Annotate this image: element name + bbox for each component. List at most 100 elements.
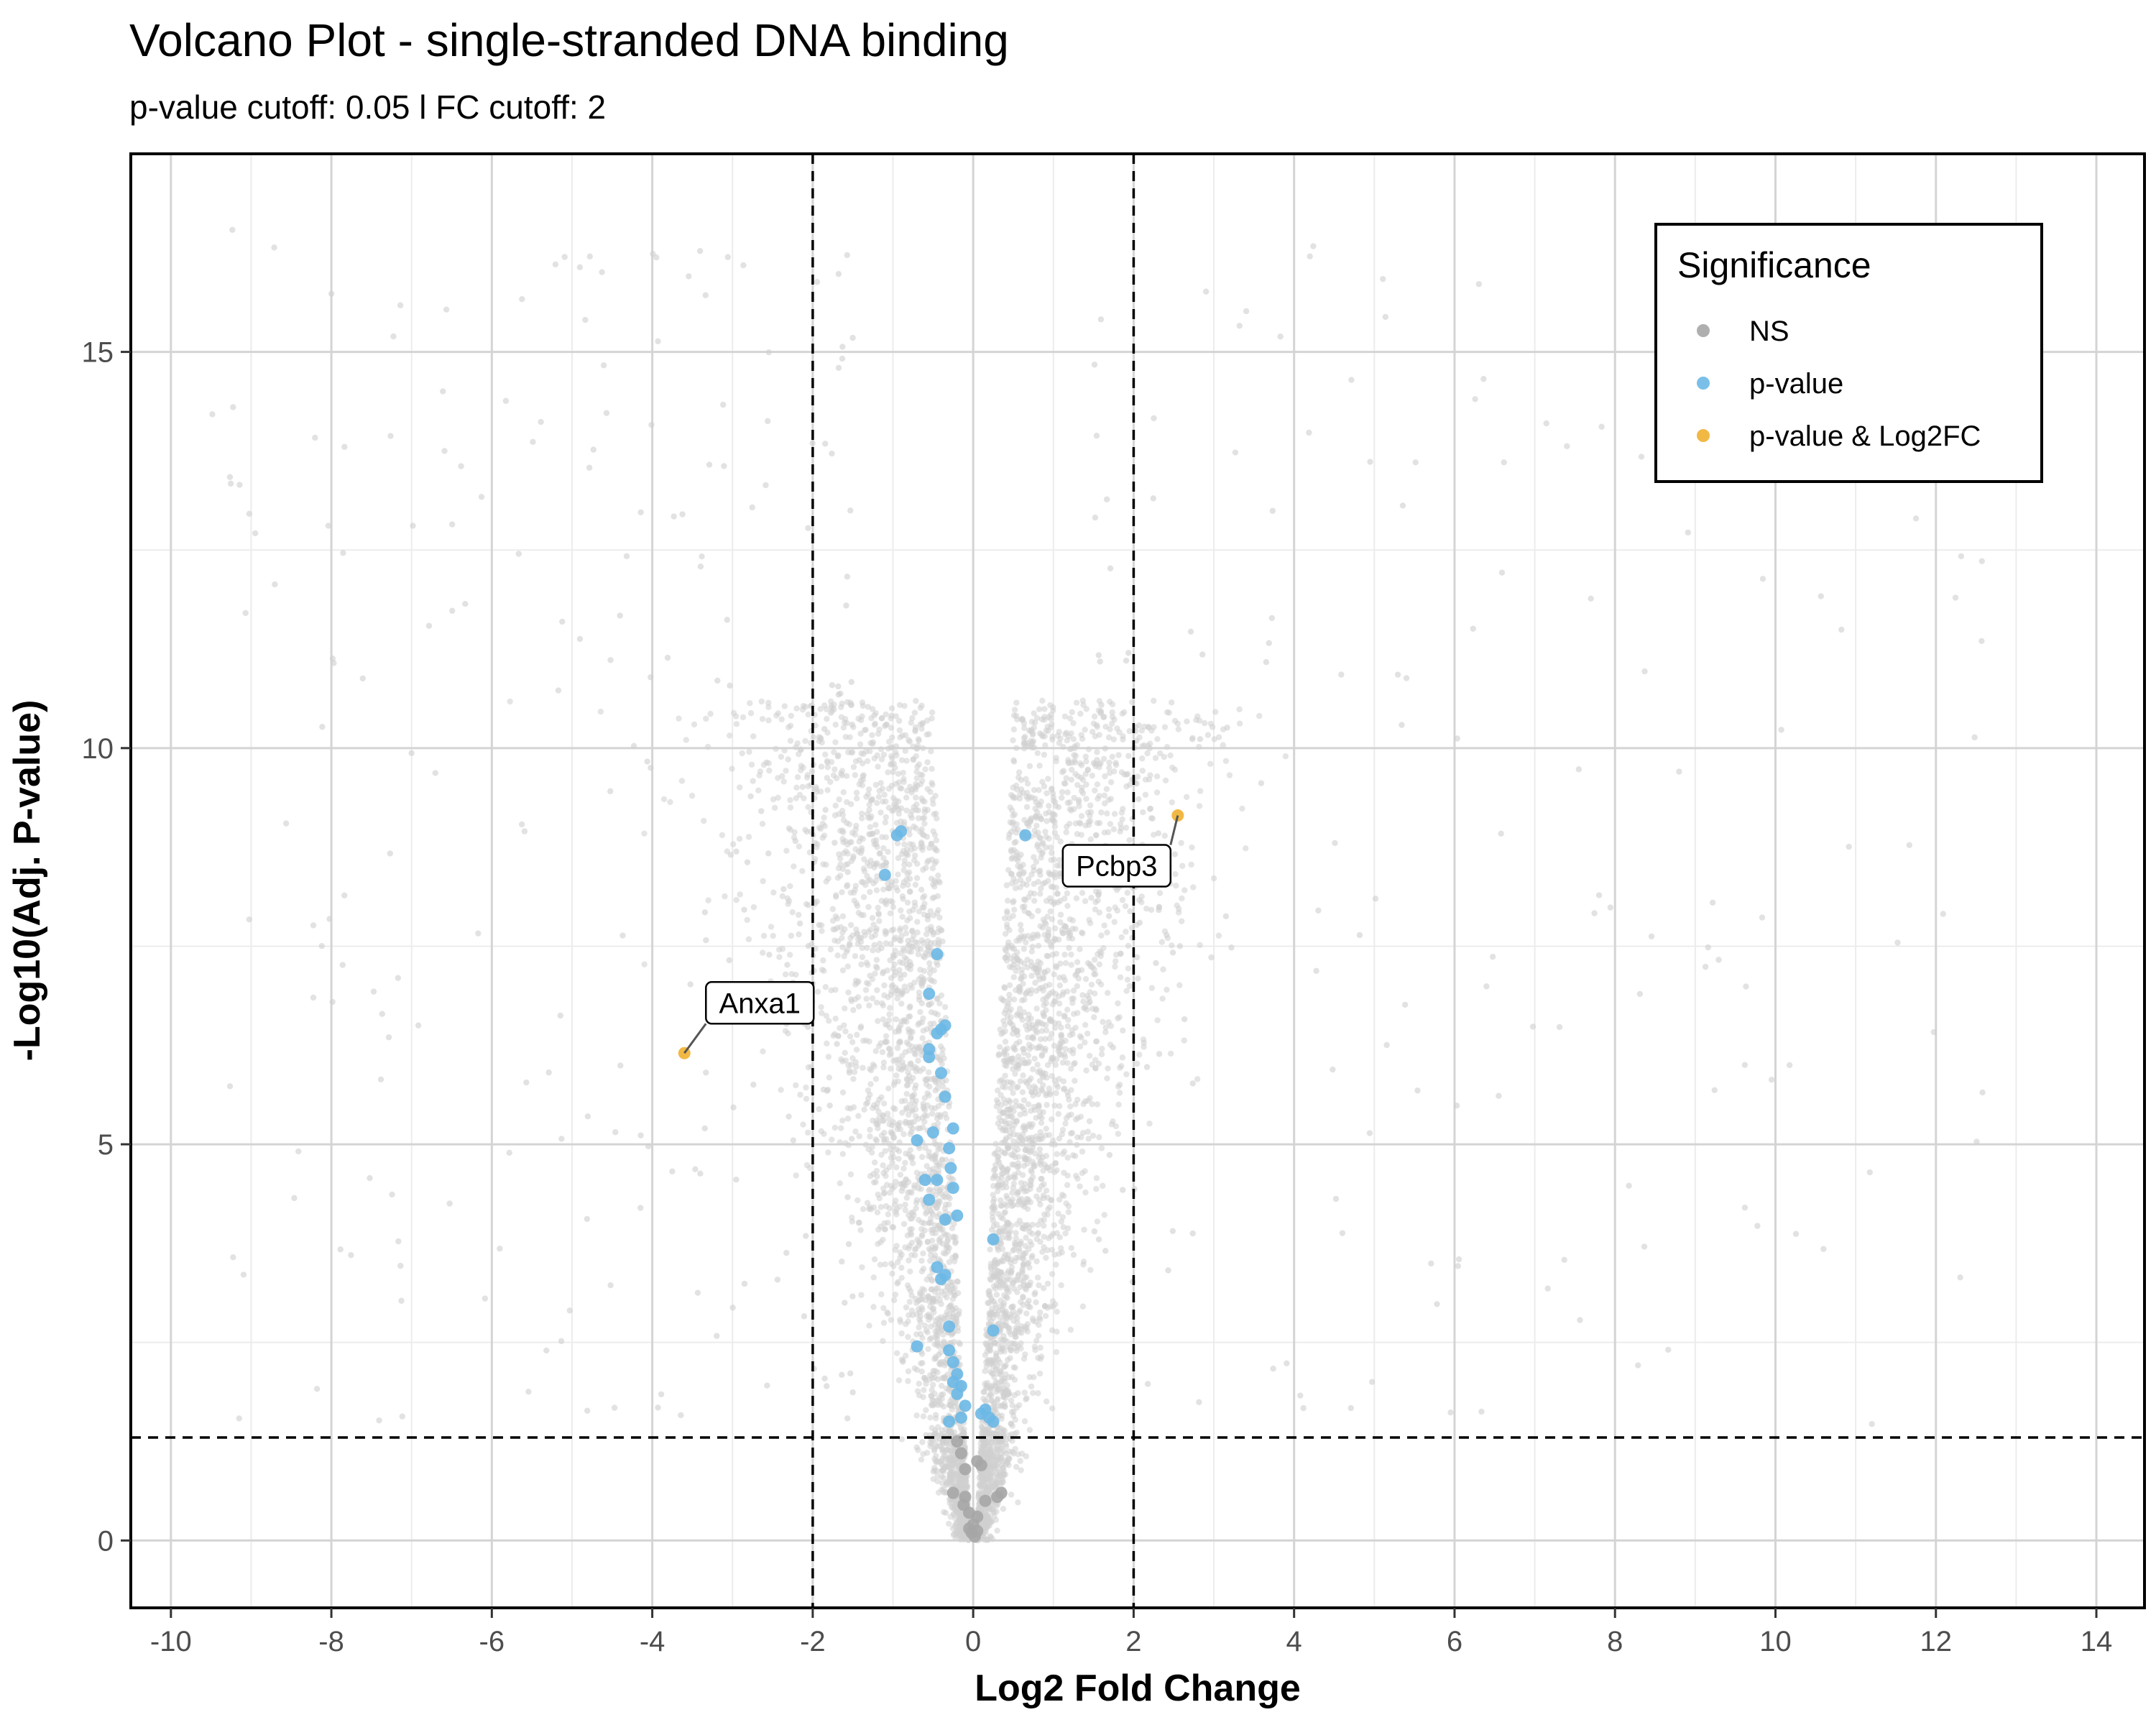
background-point [794, 774, 801, 781]
background-point [893, 878, 899, 884]
background-point [1011, 906, 1018, 913]
background-point [1024, 780, 1031, 787]
background-point [896, 937, 903, 944]
background-point [998, 1240, 1005, 1246]
background-point [859, 944, 865, 952]
background-point [1010, 1108, 1017, 1115]
background-point [922, 1204, 929, 1210]
background-point [890, 903, 897, 911]
background-point [919, 843, 926, 850]
background-point [1115, 1083, 1122, 1090]
background-point [920, 953, 927, 960]
background-point [1133, 781, 1140, 787]
background-point [1032, 805, 1038, 812]
background-point [1010, 1045, 1018, 1052]
background-point [1092, 990, 1098, 997]
background-point [920, 866, 926, 873]
background-point [922, 766, 929, 773]
background-point [844, 841, 851, 848]
background-point [1036, 706, 1043, 713]
background-point [875, 904, 881, 911]
background-point [998, 1269, 1004, 1276]
background-point [1013, 1012, 1020, 1018]
background-point [819, 966, 826, 973]
background-point [1044, 1211, 1051, 1218]
background-point [875, 1226, 882, 1233]
background-point [940, 1331, 946, 1338]
background-point [804, 1129, 811, 1136]
background-point [888, 712, 895, 719]
background-point [1050, 817, 1057, 824]
background-point [782, 1028, 789, 1034]
background-point [946, 1259, 953, 1266]
background-point [1028, 972, 1035, 979]
background-point [852, 886, 859, 893]
background-point [1093, 1038, 1100, 1045]
background-point [1043, 1007, 1049, 1013]
background-point [1041, 1233, 1047, 1240]
background-point [834, 875, 842, 881]
background-point [1036, 1136, 1044, 1143]
background-point [913, 1200, 920, 1206]
background-point [869, 830, 876, 837]
background-point [865, 1146, 872, 1153]
background-point [870, 947, 876, 954]
background-point [1091, 966, 1097, 972]
background-point [929, 895, 936, 901]
background-point [1010, 1180, 1018, 1187]
background-point [1118, 825, 1125, 832]
background-point [1153, 773, 1161, 780]
background-point [1002, 931, 1009, 937]
background-point [1002, 1084, 1008, 1091]
background-point [1179, 862, 1186, 869]
background-point [1019, 1016, 1026, 1024]
background-point [1059, 794, 1065, 801]
background-point [1010, 1247, 1016, 1254]
background-point [707, 710, 714, 717]
background-point [1120, 733, 1126, 740]
background-point [1061, 1054, 1069, 1060]
background-point [1007, 1130, 1013, 1136]
background-point [931, 1105, 939, 1112]
background-point [1004, 1003, 1010, 1009]
background-point [1020, 1293, 1026, 1300]
background-point [1005, 1284, 1012, 1292]
background-point [1051, 998, 1058, 1005]
background-point [932, 1245, 939, 1251]
background-point [775, 775, 781, 781]
background-point [1002, 1028, 1008, 1034]
background-point [908, 1307, 916, 1314]
background-point [776, 954, 783, 960]
background-point [903, 1064, 910, 1071]
background-point [1110, 826, 1118, 832]
background-point [1026, 763, 1033, 770]
background-point [874, 987, 880, 993]
background-point [890, 1224, 897, 1230]
background-point [1021, 735, 1028, 742]
background-point [1135, 722, 1143, 729]
background-point [838, 1056, 844, 1062]
background-point [1053, 1090, 1059, 1096]
background-point [854, 940, 862, 947]
background-point [1123, 929, 1129, 935]
background-point [1036, 1370, 1044, 1377]
background-point [1008, 1491, 1015, 1498]
background-point [876, 918, 883, 924]
background-point [1098, 1145, 1105, 1151]
background-point [930, 1402, 936, 1409]
background-point [1101, 922, 1107, 929]
background-point [1093, 832, 1100, 839]
background-point [1001, 1022, 1008, 1029]
background-point [907, 1131, 913, 1138]
background-point [856, 1133, 862, 1139]
background-point [1092, 787, 1098, 794]
background-point [1059, 1214, 1067, 1220]
background-point [676, 715, 682, 722]
background-point [1090, 720, 1097, 727]
background-point [1023, 990, 1029, 998]
background-point [902, 1321, 909, 1328]
background-point [1067, 1032, 1074, 1039]
background-point [1159, 995, 1166, 1002]
background-point [1088, 981, 1095, 988]
background-point [1119, 816, 1125, 823]
